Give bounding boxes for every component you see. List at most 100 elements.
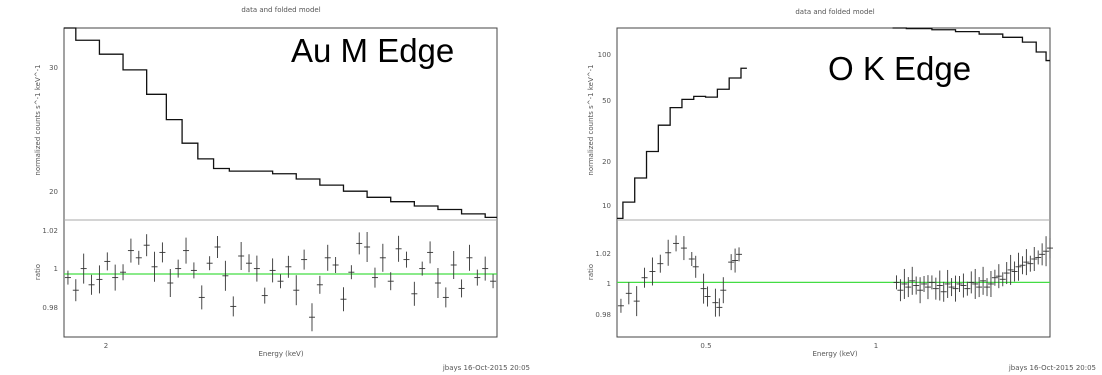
ratio-point xyxy=(984,278,991,297)
ratio-point xyxy=(379,243,386,272)
ratio-point xyxy=(649,257,656,286)
ratio-point xyxy=(909,266,916,295)
ratio-point xyxy=(434,268,441,298)
ratio-point xyxy=(143,234,150,257)
ratio-point xyxy=(924,275,931,300)
ratio-point xyxy=(995,264,1002,289)
right-chart-title: data and folded model xyxy=(795,8,874,16)
ratio-point xyxy=(308,303,315,332)
ratio-point xyxy=(450,251,457,279)
right-lower-ytick-label: 1.02 xyxy=(595,250,611,258)
right-lower-ytick-label: 0.98 xyxy=(595,311,611,319)
right-upper-ytick-label: 20 xyxy=(602,158,611,166)
ratio-point xyxy=(944,269,951,298)
ratio-point xyxy=(704,286,711,307)
ratio-point xyxy=(175,259,182,278)
ratio-point xyxy=(905,277,912,298)
ratio-point xyxy=(1007,254,1014,285)
ratio-point xyxy=(167,269,174,297)
ratio-point xyxy=(364,232,371,262)
left-lower-y-axis-label: ratio xyxy=(34,264,42,280)
ratio-point xyxy=(482,256,489,281)
ratio-point xyxy=(112,264,119,291)
ratio-point xyxy=(1027,255,1034,272)
ratio-point xyxy=(151,251,158,282)
au-m-edge-annotation: Au M Edge xyxy=(291,32,454,69)
ratio-point xyxy=(617,298,624,313)
left-xtick-label: 2 xyxy=(104,342,108,350)
ratio-point xyxy=(1043,236,1050,267)
ratio-point xyxy=(948,278,955,297)
ratio-point xyxy=(490,274,497,289)
ratio-point xyxy=(921,275,928,292)
ratio-point xyxy=(183,237,190,264)
right-lower-ytick-label: 1 xyxy=(607,280,611,288)
ratio-point xyxy=(991,269,998,286)
ratio-point xyxy=(348,265,355,280)
ratio-point xyxy=(736,247,743,262)
ratio-point xyxy=(474,269,481,286)
ratio-point xyxy=(999,272,1006,287)
ratio-point xyxy=(1047,238,1053,259)
ratio-point xyxy=(340,287,347,312)
ratio-point xyxy=(214,236,221,258)
ratio-point xyxy=(1035,250,1042,265)
ratio-point xyxy=(371,267,378,288)
ratio-point xyxy=(230,296,237,317)
ratio-point xyxy=(120,264,127,281)
ratio-point xyxy=(159,242,166,263)
right-upper-ytick-label: 100 xyxy=(598,51,611,59)
ratio-point xyxy=(206,256,213,271)
au-m-edge-panel: data and folded model normalized counts … xyxy=(34,6,530,372)
ratio-point xyxy=(964,281,971,296)
ratio-point xyxy=(261,287,268,304)
right-upper-y-axis-label: normalized counts s^-1 keV^-1 xyxy=(587,64,595,175)
ratio-point xyxy=(411,281,418,306)
right-xtick-label: 0.5 xyxy=(700,342,711,350)
ratio-point xyxy=(625,282,632,305)
ratio-point xyxy=(403,251,410,268)
left-upper-y-axis-label: normalized counts s^-1 keV^-1 xyxy=(34,64,42,175)
left-lower-ytick-label: 1 xyxy=(54,265,58,273)
ratio-point xyxy=(1031,247,1038,271)
ratio-point xyxy=(427,241,434,264)
ratio-point xyxy=(1039,243,1046,266)
ratio-point xyxy=(673,235,680,252)
ratio-point xyxy=(324,244,331,271)
folded-model-curve xyxy=(64,27,497,219)
ratio-point xyxy=(332,257,339,273)
right-x-axis-label: Energy (keV) xyxy=(812,350,857,358)
ratio-point xyxy=(458,279,465,298)
ratio-point xyxy=(316,275,323,294)
ratio-point xyxy=(466,244,473,271)
ratio-point xyxy=(1019,256,1026,275)
ratio-point xyxy=(198,285,205,310)
ratio-point xyxy=(277,274,284,289)
ratio-point xyxy=(893,275,900,290)
left-lower-ytick-label: 1.02 xyxy=(42,227,58,235)
right-xtick-label: 1 xyxy=(874,342,878,350)
left-footer-stamp: jbays 16-Oct-2015 20:05 xyxy=(442,364,530,372)
ratio-point xyxy=(940,281,947,302)
ratio-point xyxy=(980,266,987,295)
ratio-point xyxy=(976,277,983,298)
ratio-point xyxy=(633,286,640,317)
ratio-point xyxy=(716,298,723,317)
folded-model-curve xyxy=(892,27,1050,62)
ratio-point xyxy=(253,255,260,282)
ratio-point xyxy=(680,236,687,261)
ratio-point xyxy=(972,268,979,299)
right-lower-plot-frame xyxy=(616,219,1051,338)
ratio-point xyxy=(301,249,308,270)
ratio-point xyxy=(127,238,134,263)
o-k-edge-panel: data and folded model normalized counts … xyxy=(587,8,1096,372)
ratio-point xyxy=(1015,252,1022,281)
ratio-point xyxy=(293,275,300,306)
folded-model-curve xyxy=(617,67,747,220)
ratio-point xyxy=(1011,261,1018,282)
ratio-point xyxy=(700,273,707,304)
ratio-point xyxy=(928,275,935,290)
ratio-point xyxy=(395,235,402,262)
ratio-point xyxy=(96,265,103,294)
